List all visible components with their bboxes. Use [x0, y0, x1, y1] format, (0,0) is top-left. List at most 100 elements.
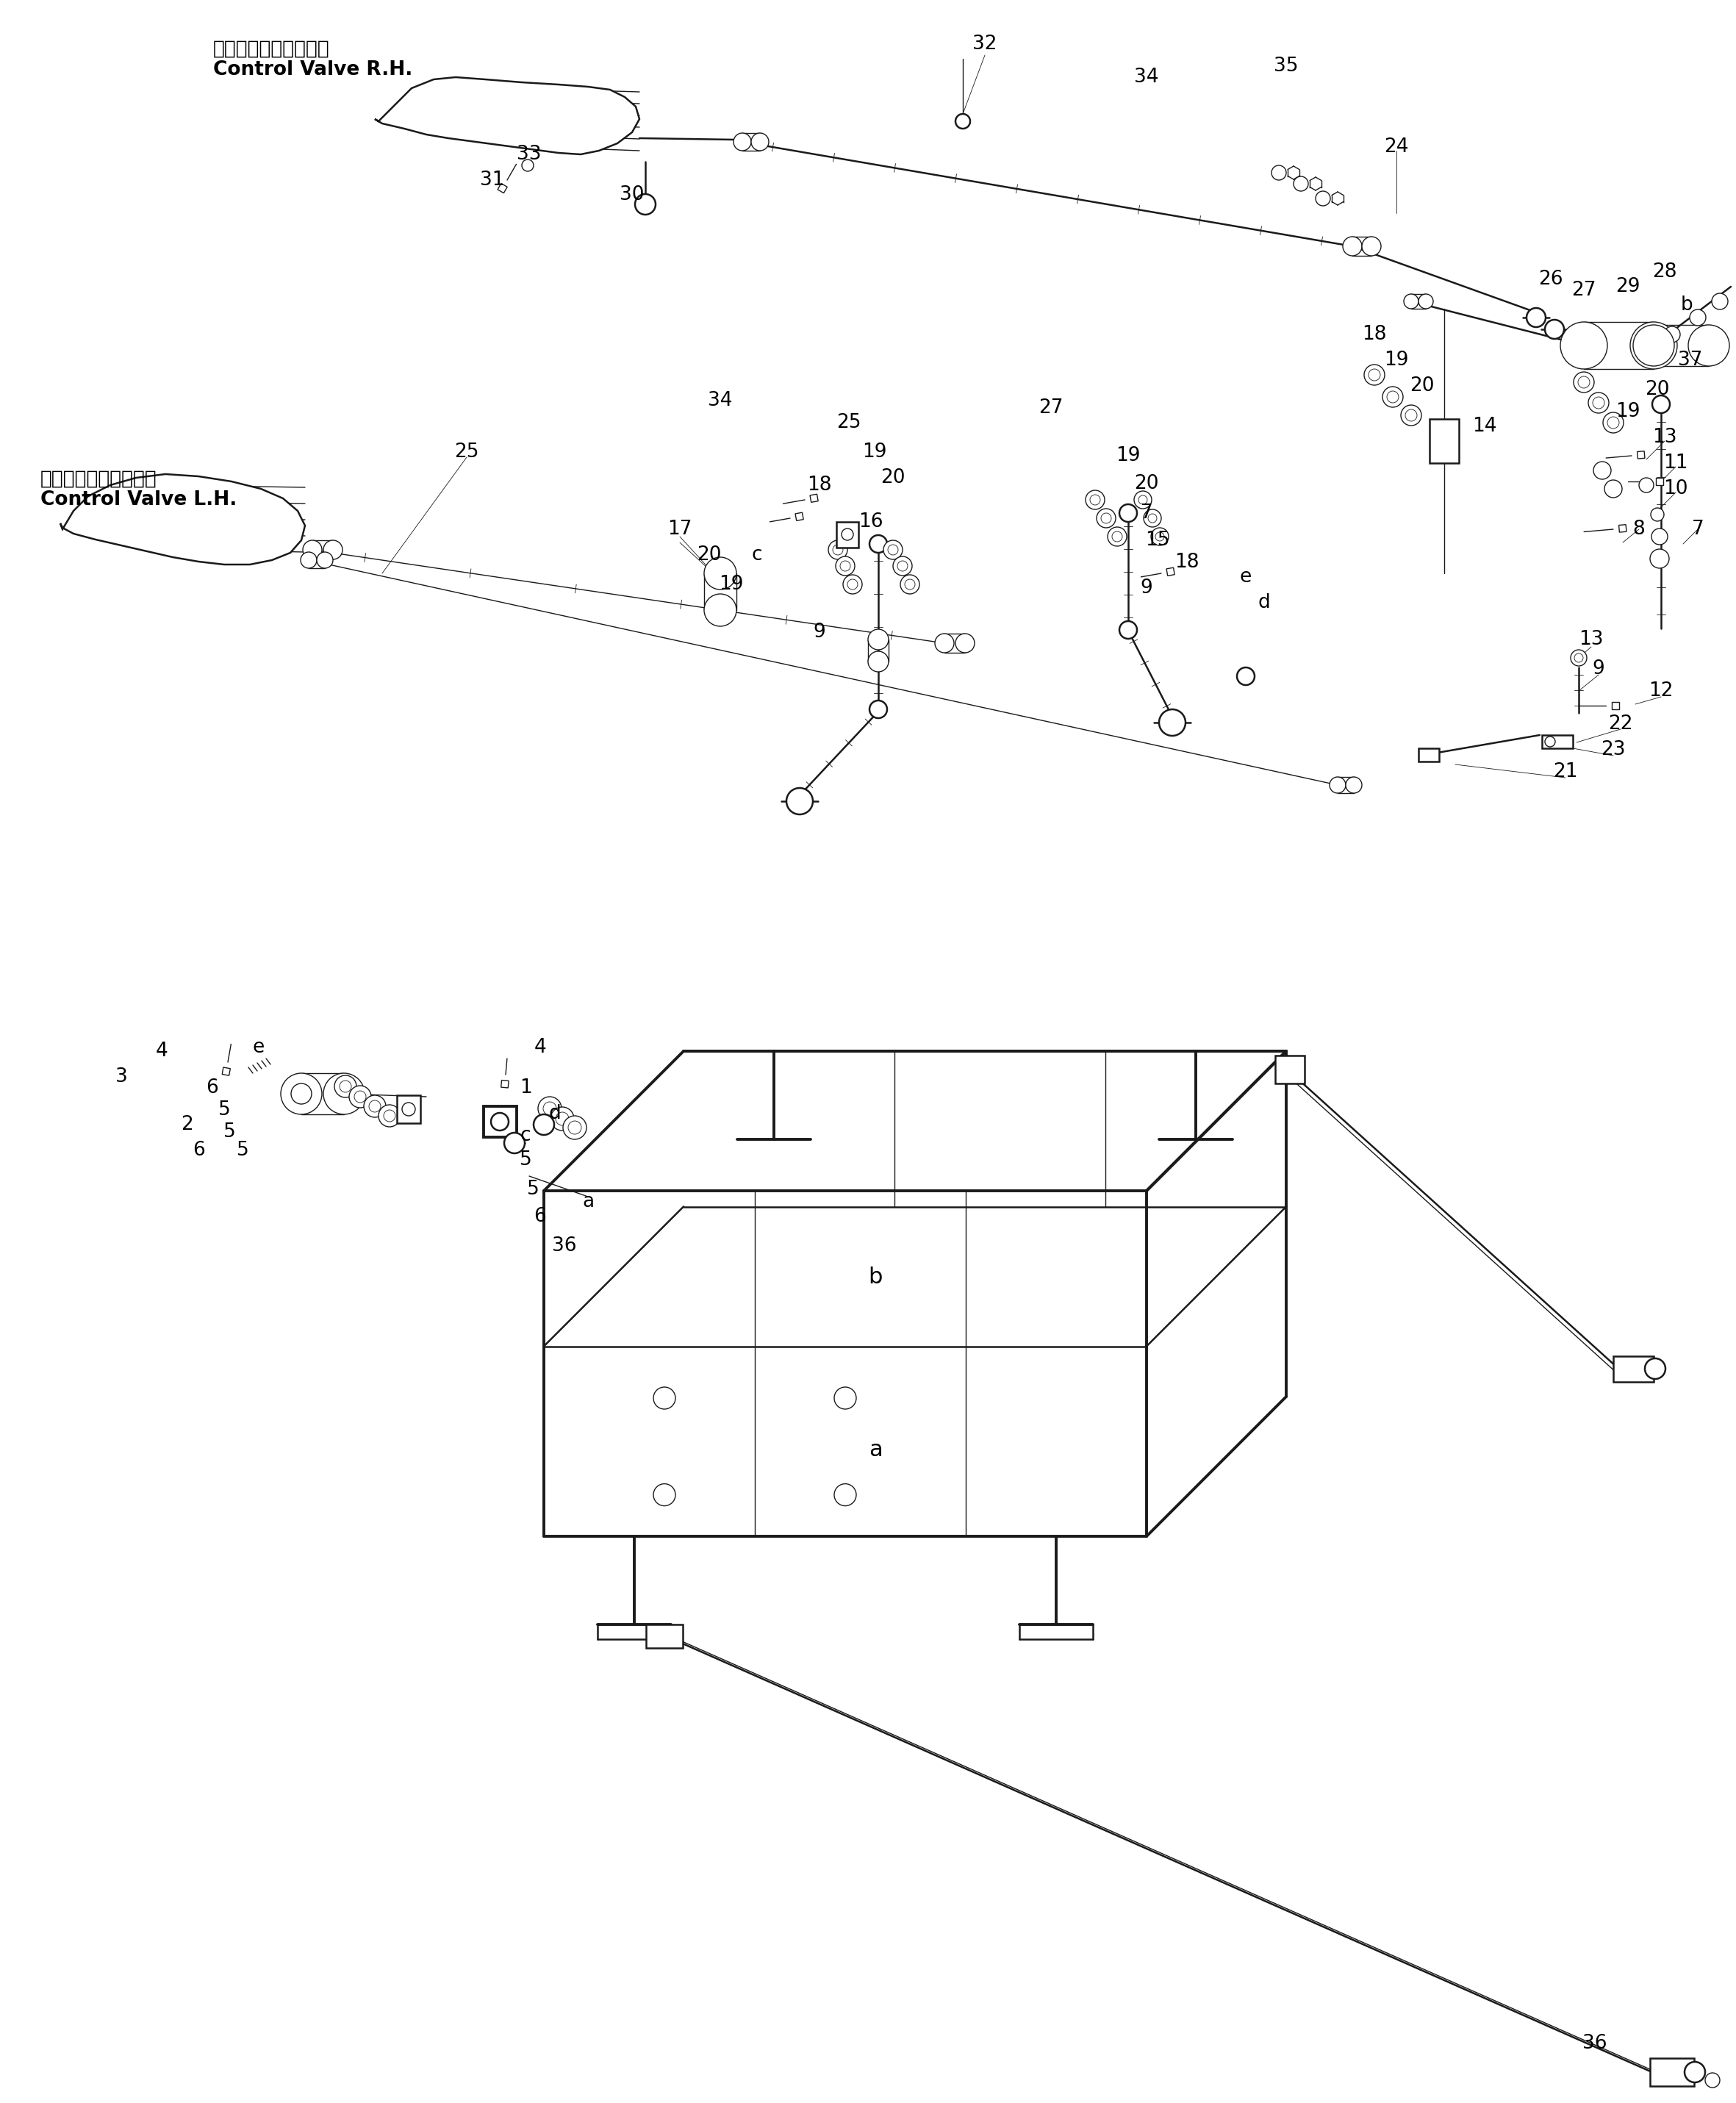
- Text: 13: 13: [1653, 427, 1677, 448]
- Circle shape: [635, 193, 656, 215]
- Circle shape: [1651, 509, 1665, 522]
- Text: 2: 2: [181, 1115, 194, 1134]
- Bar: [1418, 749, 1439, 761]
- Text: d: d: [1259, 593, 1271, 612]
- Circle shape: [1144, 509, 1161, 528]
- Text: 30: 30: [620, 185, 644, 204]
- Text: コントロールバルブ左: コントロールバルブ左: [40, 469, 156, 488]
- Circle shape: [1573, 372, 1594, 393]
- Text: 3: 3: [115, 1068, 127, 1087]
- Circle shape: [550, 1106, 575, 1131]
- Bar: [646, 1624, 682, 1649]
- Circle shape: [523, 160, 533, 170]
- Circle shape: [1653, 395, 1670, 412]
- Text: 9: 9: [1141, 578, 1153, 597]
- Circle shape: [705, 557, 736, 589]
- Circle shape: [1293, 177, 1309, 191]
- Polygon shape: [1618, 524, 1627, 532]
- Circle shape: [1097, 509, 1116, 528]
- Text: 25: 25: [837, 412, 861, 433]
- Circle shape: [847, 578, 858, 589]
- Circle shape: [1139, 496, 1147, 505]
- Circle shape: [868, 629, 889, 650]
- Circle shape: [384, 1110, 396, 1121]
- Circle shape: [1113, 532, 1121, 543]
- Circle shape: [1120, 505, 1137, 522]
- Text: 5: 5: [519, 1150, 531, 1169]
- Circle shape: [354, 1091, 366, 1102]
- Circle shape: [705, 593, 736, 627]
- Text: 20: 20: [1646, 381, 1670, 400]
- Text: 16: 16: [859, 513, 884, 532]
- Text: a: a: [868, 1438, 882, 1462]
- Circle shape: [568, 1121, 582, 1134]
- Text: e: e: [1240, 568, 1252, 587]
- Circle shape: [1120, 620, 1137, 639]
- Text: 13: 13: [1580, 631, 1604, 650]
- Circle shape: [1639, 477, 1654, 492]
- Circle shape: [1712, 292, 1727, 309]
- Text: 6: 6: [193, 1140, 205, 1161]
- Circle shape: [835, 557, 854, 576]
- Bar: [1613, 1356, 1654, 1382]
- Polygon shape: [811, 494, 818, 503]
- Text: コントロールバルブ右: コントロールバルブ右: [214, 40, 330, 59]
- Circle shape: [340, 1081, 351, 1091]
- Circle shape: [1665, 326, 1680, 343]
- Circle shape: [1571, 650, 1587, 667]
- Text: 7: 7: [1691, 519, 1705, 538]
- Circle shape: [1363, 238, 1382, 257]
- Circle shape: [1592, 397, 1604, 408]
- Circle shape: [835, 1388, 856, 1409]
- Text: 4: 4: [156, 1041, 168, 1060]
- Circle shape: [833, 545, 844, 555]
- Circle shape: [1368, 368, 1380, 381]
- Text: 7: 7: [1141, 503, 1153, 524]
- Circle shape: [1404, 410, 1417, 421]
- Circle shape: [316, 551, 333, 568]
- Circle shape: [300, 551, 316, 568]
- Text: Control Valve L.H.: Control Valve L.H.: [40, 490, 236, 509]
- Circle shape: [835, 1485, 856, 1506]
- Text: 19: 19: [863, 442, 887, 463]
- Text: 18: 18: [1175, 553, 1200, 572]
- Text: 24: 24: [1384, 137, 1408, 156]
- Text: 28: 28: [1653, 263, 1677, 282]
- Circle shape: [1588, 393, 1609, 412]
- Text: 5: 5: [526, 1180, 538, 1199]
- Text: d: d: [549, 1104, 561, 1123]
- Circle shape: [870, 700, 887, 717]
- Circle shape: [1330, 776, 1345, 793]
- Circle shape: [1649, 549, 1668, 568]
- Bar: [1542, 736, 1573, 749]
- Circle shape: [1404, 294, 1418, 309]
- Polygon shape: [61, 473, 306, 564]
- Text: 32: 32: [972, 34, 996, 55]
- Text: c: c: [752, 545, 762, 564]
- Text: 18: 18: [807, 475, 832, 494]
- Text: 14: 14: [1472, 416, 1496, 435]
- Polygon shape: [498, 183, 507, 193]
- Bar: [1276, 1056, 1304, 1083]
- Circle shape: [370, 1100, 380, 1112]
- Circle shape: [786, 789, 812, 814]
- Text: 36: 36: [552, 1237, 576, 1255]
- Circle shape: [1342, 238, 1363, 257]
- Circle shape: [868, 652, 889, 671]
- Circle shape: [281, 1073, 321, 1115]
- Circle shape: [842, 528, 854, 540]
- Circle shape: [1608, 416, 1620, 429]
- Circle shape: [752, 132, 769, 151]
- Polygon shape: [1167, 568, 1175, 576]
- Circle shape: [302, 540, 321, 559]
- Circle shape: [562, 1117, 587, 1140]
- Text: 4: 4: [535, 1039, 547, 1058]
- Circle shape: [323, 540, 342, 559]
- Circle shape: [898, 562, 908, 572]
- Text: b: b: [1680, 297, 1693, 315]
- Circle shape: [1382, 387, 1403, 408]
- Circle shape: [292, 1083, 312, 1104]
- Text: 20: 20: [880, 469, 904, 488]
- Text: e: e: [253, 1039, 264, 1058]
- Text: 31: 31: [481, 170, 505, 189]
